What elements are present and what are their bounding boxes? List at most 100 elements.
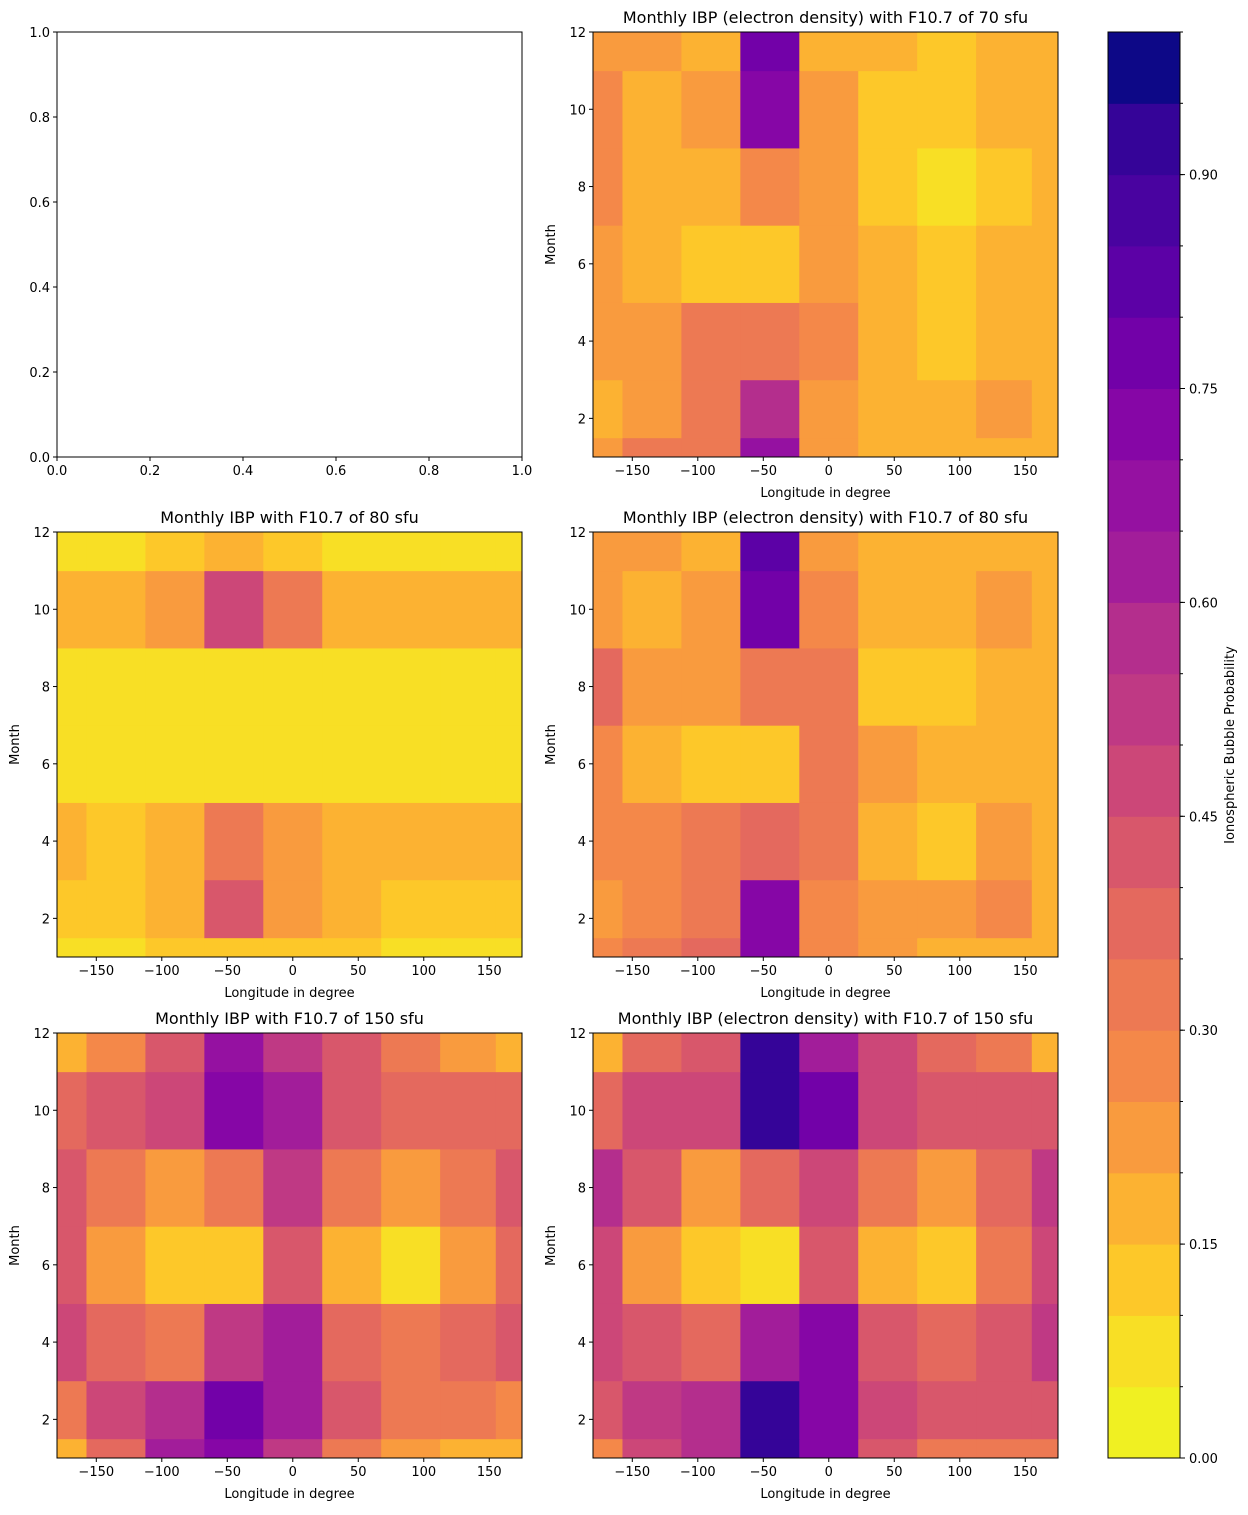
contour-cell — [622, 70, 682, 149]
x-tick-label: 150 — [1013, 464, 1038, 479]
contour-cell — [681, 1148, 741, 1227]
contour-cell — [440, 1438, 497, 1459]
contour-cell — [263, 937, 323, 958]
y-axis-label: Month — [544, 724, 559, 765]
contour-field — [593, 1033, 1059, 1459]
colorbar-bin — [1108, 103, 1180, 176]
contour-cell — [593, 802, 623, 881]
y-tick-label: 10 — [33, 1104, 50, 1119]
contour-cell — [1031, 1033, 1059, 1073]
contour-cell — [740, 802, 800, 881]
contour-cell — [976, 1303, 1033, 1382]
y-tick-label: 10 — [569, 103, 586, 118]
contour-cell — [57, 1438, 87, 1459]
x-tick-label: −100 — [144, 964, 180, 979]
contour-cell — [740, 1303, 800, 1382]
contour-cell — [681, 1071, 741, 1150]
contour-cell — [740, 1033, 800, 1073]
contour-cell — [495, 879, 523, 939]
contour-cell — [322, 570, 382, 649]
contour-cell — [145, 937, 205, 958]
contour-cell — [57, 647, 87, 726]
contour-cell — [976, 147, 1033, 226]
contour-cell — [593, 1148, 623, 1227]
contour-cell — [681, 147, 741, 226]
x-tick-label: 100 — [947, 464, 972, 479]
contour-cell — [858, 1071, 918, 1150]
contour-cell — [799, 1148, 859, 1227]
contour-cell — [381, 532, 441, 572]
contour-cell — [57, 937, 87, 958]
contour-cell — [1031, 1226, 1059, 1304]
contour-cell — [204, 647, 264, 726]
colorbar-bin — [1108, 531, 1180, 603]
contour-cell — [740, 379, 800, 439]
contour-cell — [593, 225, 623, 303]
contour-cell — [381, 1033, 441, 1073]
contour-cell — [86, 1226, 146, 1304]
contour-cell — [57, 725, 87, 803]
contour-cell — [440, 532, 497, 572]
contour-cell — [917, 802, 977, 881]
contour-cell — [858, 70, 918, 149]
colorbar-bin — [1108, 602, 1180, 675]
contour-cell — [976, 437, 1033, 458]
colorbar-tick-label: 0.15 — [1189, 1238, 1218, 1253]
y-tick-label: 6 — [578, 758, 586, 773]
contour-cell — [622, 1071, 682, 1150]
x-tick-label: −100 — [680, 964, 716, 979]
contour-cell — [145, 1071, 205, 1150]
contour-cell — [204, 1071, 264, 1150]
contour-cell — [976, 879, 1033, 939]
x-tick-label: 50 — [350, 1465, 367, 1480]
colorbar-bin — [1108, 1172, 1180, 1245]
axes-frame — [56, 1032, 523, 1459]
contour-cell — [681, 1033, 741, 1073]
contour-cell — [263, 1148, 323, 1227]
contour-cell — [1031, 70, 1059, 149]
contour-cell — [917, 302, 977, 381]
contour-cell — [381, 1226, 441, 1304]
contour-cell — [593, 70, 623, 149]
contour-cell — [740, 437, 800, 458]
contour-cell — [858, 379, 918, 439]
contour-cell — [381, 1380, 441, 1440]
x-tick-label: −100 — [680, 1465, 716, 1480]
contour-cell — [622, 225, 682, 303]
contour-cell — [322, 802, 382, 881]
contour-cell — [976, 1438, 1033, 1459]
contour-cell — [799, 570, 859, 649]
contour-cell — [381, 1438, 441, 1459]
contour-cell — [976, 802, 1033, 881]
contour-cell — [322, 1148, 382, 1227]
contour-cell — [917, 1071, 977, 1150]
contour-cell — [145, 879, 205, 939]
x-axis-label: Longitude in degree — [224, 1487, 354, 1502]
contour-cell — [917, 147, 977, 226]
x-tick-label: −50 — [750, 464, 777, 479]
colorbar-bin — [1108, 32, 1180, 104]
contour-cell — [799, 1071, 859, 1150]
contour-cell — [622, 725, 682, 803]
contour-field — [57, 1033, 523, 1459]
contour-cell — [740, 879, 800, 939]
contour-cell — [593, 725, 623, 803]
contour-cell — [263, 570, 323, 649]
y-tick-label: 4 — [578, 335, 586, 350]
contour-cell — [917, 937, 977, 958]
contour-cell — [740, 647, 800, 726]
contour-cell — [57, 802, 87, 881]
contour-cell — [622, 879, 682, 939]
contour-cell — [976, 302, 1033, 381]
contour-cell — [381, 1148, 441, 1227]
contour-cell — [622, 570, 682, 649]
contour-cell — [799, 437, 859, 458]
contour-cell — [57, 1303, 87, 1382]
contour-cell — [593, 879, 623, 939]
contour-cell — [204, 725, 264, 803]
contour-cell — [495, 1303, 523, 1382]
contour-cell — [263, 879, 323, 939]
y-tick-label: 2 — [578, 912, 586, 927]
y-tick-label: 8 — [42, 681, 50, 696]
